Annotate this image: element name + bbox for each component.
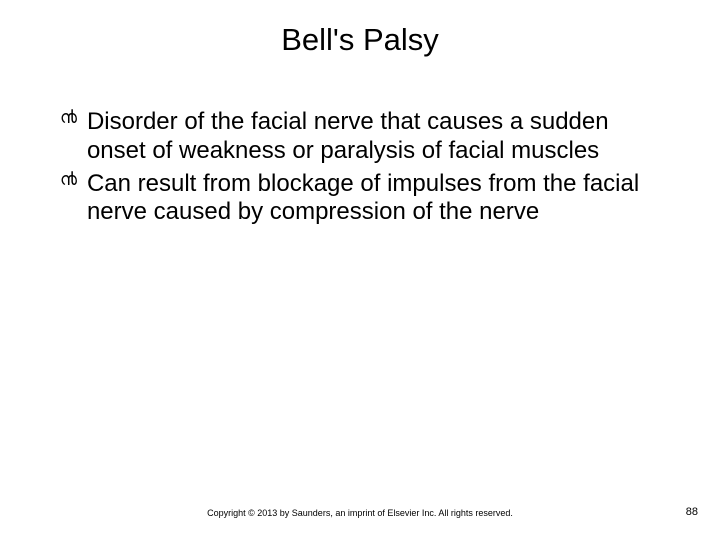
bullet-text: Can result from blockage of impulses fro… [87, 170, 668, 228]
page-number: 88 [686, 506, 698, 518]
slide: Bell's Palsy ൯ Disorder of the facial ner… [0, 0, 720, 540]
bullet-marker-icon: ൯ [60, 108, 77, 128]
copyright-footer: Copyright © 2013 by Saunders, an imprint… [0, 508, 720, 518]
slide-body: ൯ Disorder of the facial nerve that cause… [60, 108, 668, 227]
bullet-marker-icon: ൯ [60, 170, 77, 190]
bullet-item: ൯ Can result from blockage of impulses fr… [60, 170, 668, 228]
bullet-item: ൯ Disorder of the facial nerve that cause… [60, 108, 668, 166]
bullet-text: Disorder of the facial nerve that causes… [87, 108, 668, 166]
slide-title: Bell's Palsy [0, 22, 720, 58]
